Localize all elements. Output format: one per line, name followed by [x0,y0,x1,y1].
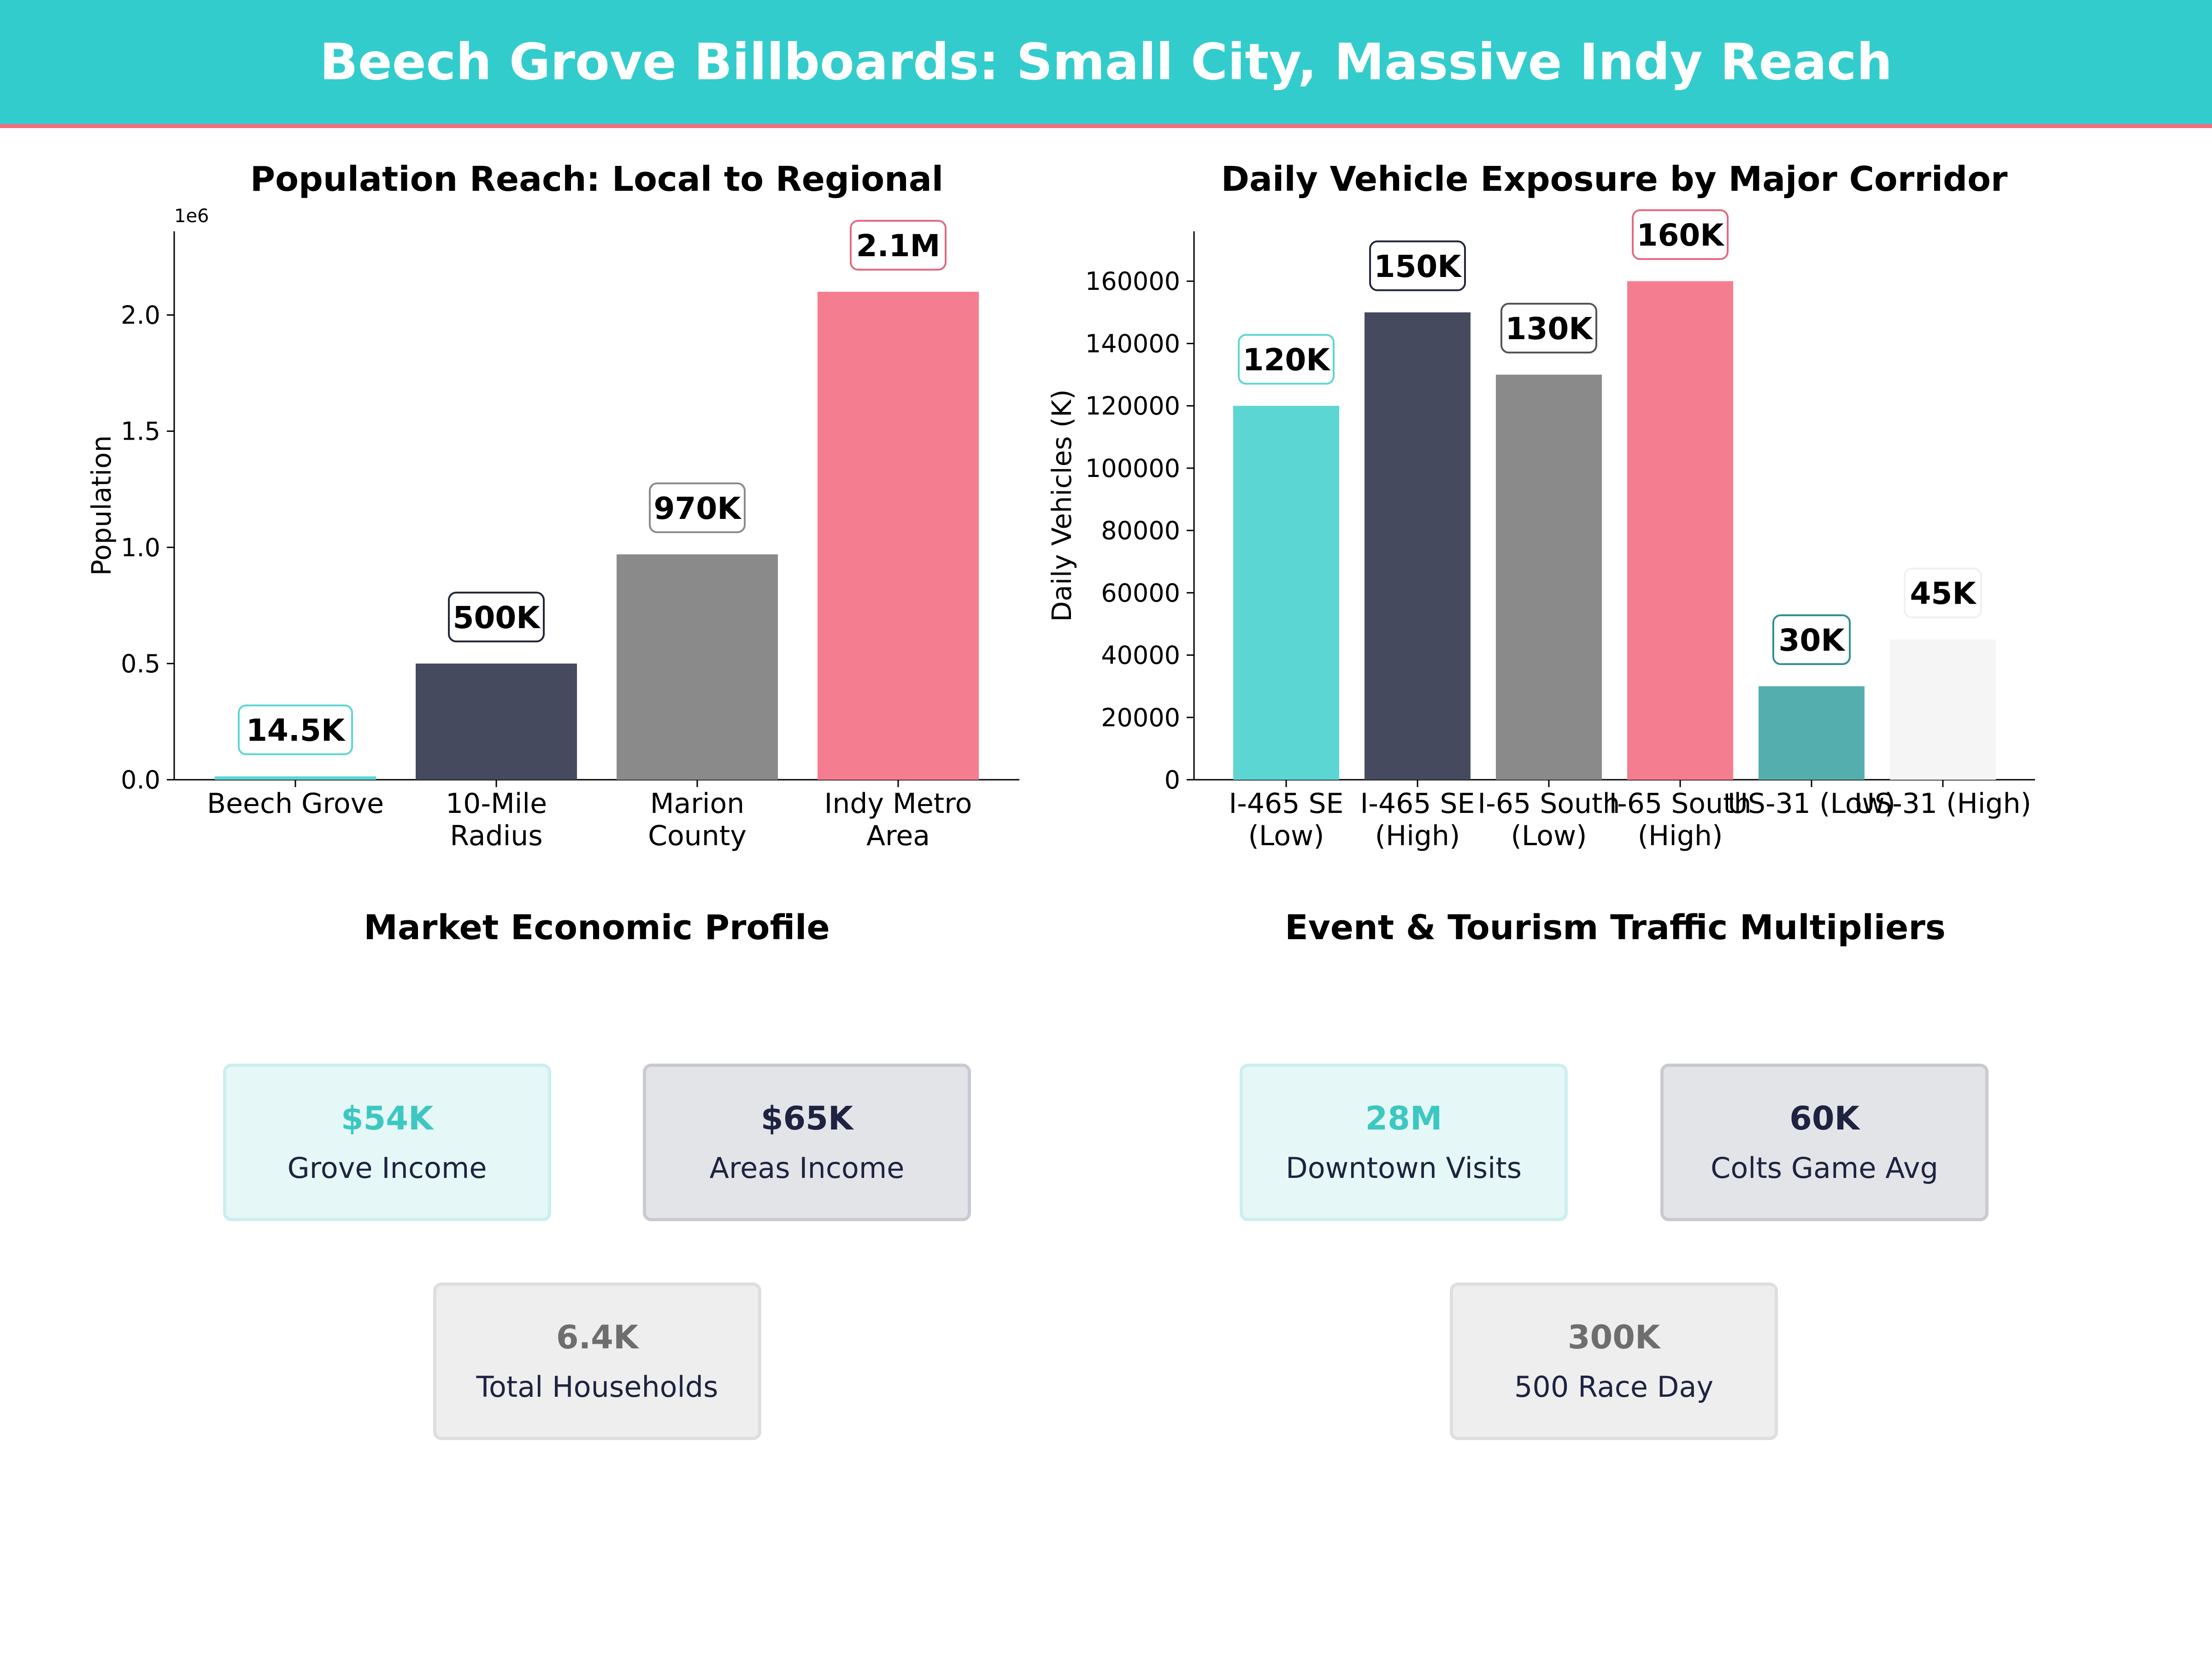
bar [1233,406,1339,780]
x-tick-label: I-465 SE (Low) [1229,788,1344,852]
chart-1: Population Reach: Local to Regional 0.0 0.… [86,159,1019,852]
data-label: 14.5K [246,713,346,748]
charts-canvas: Population Reach: Local to Regional 0.0 0.… [86,159,2035,852]
metric-card-colts-game: 60K Colts Game Avg [1660,1064,1988,1221]
metric-label: Areas Income [709,1151,905,1185]
data-label-box [238,704,353,755]
data-label-box [1238,334,1335,385]
y-tick-label: 0 [1165,765,1180,794]
metric-value: $65K [760,1100,853,1137]
y-tick-label: 100000 [1085,454,1180,483]
metric-value: $54K [341,1100,434,1137]
metric-card-areas-income: $65K Areas Income [643,1064,971,1221]
data-label-box [1632,209,1729,260]
bar [1496,375,1602,780]
x-tick-label: I-65 South (High) [1609,788,1751,852]
y-tick-label: 160000 [1085,267,1180,296]
y-axis-label: Population [86,435,117,576]
bar [215,776,376,780]
bar [1890,639,1996,780]
y-tick-label: 2.0 [121,301,160,330]
bar [1627,281,1733,780]
y-tick-label: 120000 [1085,392,1180,421]
economic-section-title: Market Economic Profile [364,908,830,947]
y-tick-label: 0.0 [121,765,160,794]
data-label: 120K [1243,342,1331,378]
chart-title: Daily Vehicle Exposure by Major Corridor [1221,159,2008,199]
bar [1759,686,1865,780]
data-label: 500K [453,600,541,635]
x-tick-label: 10-Mile Radius [446,788,547,852]
data-label-box [448,591,545,642]
data-label-box [1772,614,1851,665]
bar [416,663,577,780]
y-tick-label: 60000 [1101,578,1180,607]
y-tick-label: 140000 [1085,329,1180,358]
data-label: 970K [654,491,742,526]
x-tick-label: US-31 (High) [1854,788,2031,820]
events-section-title: Event & Tourism Traffic Multipliers [1285,908,1946,947]
data-label-box [1500,303,1597,354]
y-axis-label: Daily Vehicles (K) [1046,389,1077,622]
metric-value: 60K [1789,1100,1859,1137]
metric-card-total-households: 6.4K Total Households [433,1282,761,1440]
data-label-box [1369,240,1466,291]
chart-title: Population Reach: Local to Regional [250,159,943,199]
data-label: 30K [1779,623,1846,658]
data-label: 150K [1374,249,1463,284]
y-offset-label: 1e6 [174,206,209,227]
bar [617,554,778,780]
y-tick-label: 20000 [1101,703,1180,732]
chart-2: Daily Vehicle Exposure by Major Corridor… [1046,159,2035,852]
metric-label: Grove Income [287,1151,487,1185]
x-tick-label: I-465 SE (High) [1360,788,1475,852]
data-label: 2.1M [856,228,941,264]
metric-value: 300K [1567,1318,1660,1356]
x-tick-label: I-65 South (Low) [1477,788,1620,852]
header-banner: Beech Grove Billboards: Small City, Mass… [0,0,2212,128]
data-label: 130K [1506,311,1594,347]
y-tick-label: 1.5 [121,417,160,446]
bar [1365,312,1471,780]
page-title: Beech Grove Billboards: Small City, Mass… [319,33,1893,91]
metric-card-grove-income: $54K Grove Income [223,1064,551,1221]
metric-card-downtown-visits: 28M Downtown Visits [1240,1064,1568,1221]
x-tick-label: Marion County [648,788,747,852]
y-tick-label: 0.5 [121,649,160,678]
bar [818,292,979,780]
data-label: 160K [1637,218,1725,253]
data-label-box [850,220,947,271]
y-tick-label: 80000 [1101,516,1180,545]
data-label-box [1904,567,1982,618]
y-tick-label: 1.0 [121,533,160,562]
data-label: 45K [1910,576,1977,612]
metric-label: Downtown Visits [1285,1151,1522,1185]
metric-value: 28M [1365,1100,1442,1137]
metric-label: 500 Race Day [1514,1370,1714,1404]
metric-label: Colts Game Avg [1711,1151,1938,1185]
metric-label: Total Households [476,1370,718,1404]
metric-value: 6.4K [556,1318,639,1356]
y-tick-label: 40000 [1101,641,1180,670]
x-tick-label: Beech Grove [207,788,384,820]
metric-card-race-day: 300K 500 Race Day [1450,1282,1778,1440]
x-tick-label: Indy Metro Area [824,788,972,852]
x-tick-label: US-31 (Low) [1728,788,1895,820]
data-label-box [649,482,746,533]
